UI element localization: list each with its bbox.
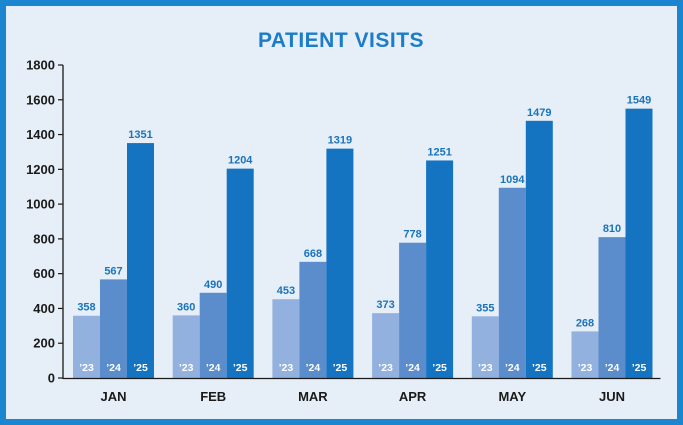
x-axis: JAN FEB MAR APR MAY JUN	[63, 377, 661, 404]
y-tick-label: 0	[48, 371, 55, 386]
bar-series-label: ’23	[578, 362, 593, 374]
chart-title: PATIENT VISITS	[258, 29, 424, 52]
bar-value-label: 490	[204, 279, 222, 291]
bar	[498, 187, 526, 378]
bar-series-label: ’25	[532, 362, 547, 374]
bar-series-label: ’24	[505, 362, 520, 374]
bar	[326, 148, 354, 378]
bar	[598, 237, 626, 378]
bar-value-label: 778	[403, 229, 421, 241]
bar-value-label: 1479	[527, 107, 551, 119]
bar-series-label: ’24	[605, 362, 620, 374]
bar	[625, 108, 653, 378]
bar	[299, 261, 327, 378]
y-tick-label: 1600	[26, 92, 55, 107]
y-tick-label: 1200	[26, 162, 55, 177]
bar	[226, 168, 254, 378]
x-tick-label: MAY	[498, 389, 526, 404]
bar	[399, 242, 427, 378]
bar	[471, 316, 499, 378]
bar-value-label: 268	[576, 317, 594, 329]
y-tick-label: 600	[33, 266, 55, 281]
bar-series-label: ’23	[378, 362, 393, 374]
patient-visits-chart: PATIENT VISITS 0 200 400 600 800 1000 1200 1400…	[26, 29, 661, 404]
bar-series-label: ’23	[79, 362, 94, 374]
bar-value-label: 1204	[228, 155, 253, 167]
bar-value-label: 373	[376, 299, 394, 311]
bar	[199, 292, 227, 378]
bar-series-label: ’25	[233, 362, 248, 374]
bar-value-label: 360	[177, 301, 195, 313]
bar-series-label: ’25	[333, 362, 348, 374]
bar-value-label: 810	[603, 223, 621, 235]
y-tick-label: 1400	[26, 127, 55, 142]
x-tick-label: FEB	[200, 389, 226, 404]
bar-value-label: 1094	[500, 174, 525, 186]
bar-series-label: ’24	[306, 362, 321, 374]
bar-series-label: ’25	[432, 362, 447, 374]
bar	[73, 315, 100, 378]
bar-series-label: ’23	[179, 362, 194, 374]
bar-series-label: ’25	[133, 362, 148, 374]
bar-value-label: 567	[104, 265, 122, 277]
bar-series-label: ’24	[405, 362, 420, 374]
bar	[571, 331, 599, 378]
x-tick-label: JAN	[100, 389, 126, 404]
x-tick-label: APR	[399, 389, 427, 404]
bar	[426, 160, 454, 378]
y-tick-label: 400	[33, 301, 55, 316]
bar-value-label: 453	[277, 285, 295, 297]
bar-value-label: 1251	[427, 146, 451, 158]
bar-value-label: 355	[476, 302, 494, 314]
bar-value-label: 358	[77, 302, 95, 314]
bar-series-label: ’25	[632, 362, 647, 374]
bar-value-label: 1319	[328, 135, 352, 147]
bar	[525, 120, 553, 379]
chart-panel: PATIENT VISITS 0 200 400 600 800 1000 1200 1400…	[6, 6, 677, 419]
bar-value-label: 1351	[128, 129, 152, 141]
y-tick-label: 200	[33, 336, 55, 351]
bar	[100, 279, 127, 378]
y-tick-label: 1000	[26, 197, 55, 212]
y-axis: 0 200 400 600 800 1000 1200 1400 1600 1800	[26, 58, 64, 386]
x-tick-label: JUN	[599, 389, 625, 404]
x-tick-label: MAR	[298, 389, 328, 404]
bar-value-label: 1549	[627, 95, 651, 107]
bar-value-label: 668	[304, 248, 322, 260]
y-tick-label: 1800	[26, 58, 55, 73]
bars: 358 ’23 567 ’24 1351 ’25 360 ’23 490 ’24 1204 ’25 45…	[73, 95, 653, 379]
bar-series-label: ’23	[279, 362, 294, 374]
bar-series-label: ’24	[106, 362, 121, 374]
bar	[372, 313, 400, 378]
bar	[127, 143, 154, 378]
bar	[172, 315, 200, 378]
bar	[272, 299, 300, 378]
y-tick-label: 800	[33, 231, 55, 246]
bar-series-label: ’24	[206, 362, 221, 374]
bar-series-label: ’23	[478, 362, 493, 374]
